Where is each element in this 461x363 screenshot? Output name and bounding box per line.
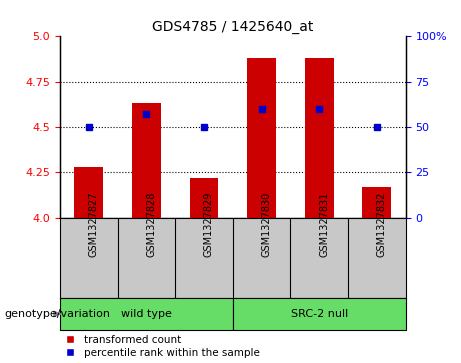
Text: genotype/variation: genotype/variation [5,309,111,319]
Text: GSM1327830: GSM1327830 [262,192,272,257]
Text: SRC-2 null: SRC-2 null [290,309,348,319]
Bar [60,298,233,330]
Text: GSM1327828: GSM1327828 [146,192,156,257]
Title: GDS4785 / 1425640_at: GDS4785 / 1425640_at [152,20,313,34]
Bar [247,58,276,218]
Bar [305,58,334,218]
Text: GSM1327829: GSM1327829 [204,192,214,257]
Text: GSM1327831: GSM1327831 [319,192,329,257]
Bar [74,167,103,218]
Text: wild type: wild type [121,309,172,319]
Bar [132,103,161,218]
Bar [189,178,219,218]
Legend: transformed count, percentile rank within the sample: transformed count, percentile rank withi… [65,335,260,358]
Bar [362,187,391,218]
Text: GSM1327827: GSM1327827 [89,191,99,257]
Bar [233,298,406,330]
Text: GSM1327832: GSM1327832 [377,192,387,257]
